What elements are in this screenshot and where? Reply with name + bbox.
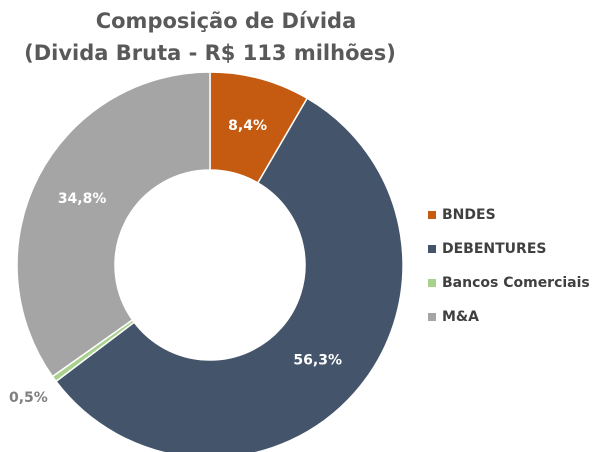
- chart-subtitle: (Divida Bruta - R$ 113 milhões): [24, 41, 396, 65]
- value-label: 8,4%: [228, 118, 267, 134]
- value-label: 56,3%: [293, 353, 342, 369]
- legend-label: BNDES: [442, 207, 496, 223]
- legend-label: DEBENTURES: [442, 241, 546, 257]
- value-label: 34,8%: [58, 191, 107, 207]
- donut-segment: [54, 97, 404, 452]
- legend-swatch: [428, 245, 436, 253]
- chart-title: Composição de Dívida: [96, 9, 357, 33]
- value-label: 0,5%: [9, 390, 48, 406]
- legend-label: Bancos Comerciais: [442, 275, 590, 291]
- legend-swatch: [428, 211, 436, 219]
- donut-segment: [16, 71, 211, 378]
- legend-label: M&A: [442, 309, 479, 325]
- legend-swatch: [428, 279, 436, 287]
- legend-swatch: [428, 313, 436, 321]
